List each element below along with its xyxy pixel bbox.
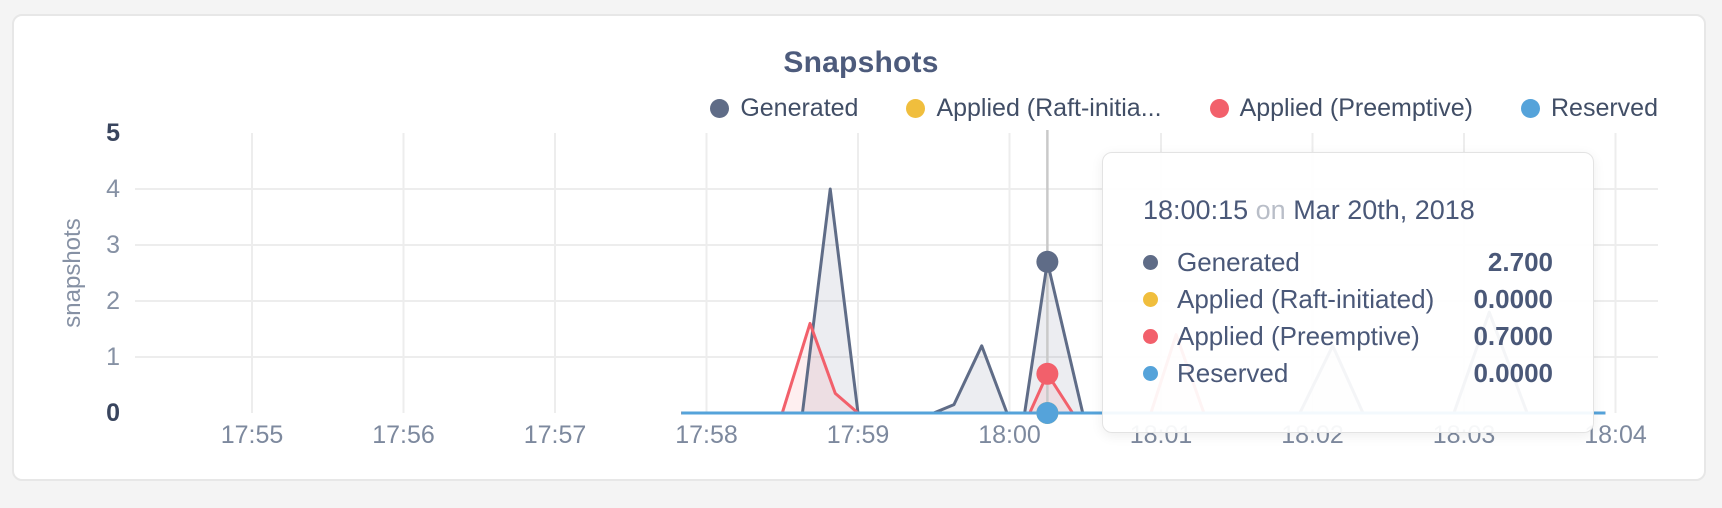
series-color-dot-icon — [1143, 292, 1158, 307]
series-color-dot-icon — [1143, 329, 1158, 344]
y-tick-label-3: 3 — [106, 231, 120, 259]
tooltip-series-label: Reserved — [1177, 358, 1289, 388]
tooltip-rows: Generated 2.700 Applied (Raft-initiated) 0.… — [1143, 244, 1553, 392]
x-tick-label-17-59: 17:59 — [826, 421, 890, 449]
x-tick-label-18-04: 18:04 — [1584, 421, 1647, 449]
series-color-dot-icon — [1209, 99, 1229, 118]
tooltip-row-applied-preemptive: Applied (Preemptive) 0.7000 — [1143, 318, 1553, 355]
legend-item-label: Reserved — [1551, 94, 1658, 122]
tooltip-time: 18:00:15 — [1143, 195, 1249, 225]
y-axis-label: snapshots — [59, 218, 86, 328]
series-color-dot-icon — [1521, 99, 1540, 118]
legend-item-generated[interactable]: Generated — [710, 94, 858, 123]
x-tick-label-17-56: 17:56 — [372, 421, 435, 449]
legend-item-label: Applied (Preemptive) — [1239, 94, 1473, 122]
chart-title: Snapshots — [783, 46, 939, 79]
series-color-dot-icon — [1143, 366, 1158, 381]
x-tick-label-17-55: 17:55 — [220, 421, 284, 449]
tooltip-series-value: 2.700 — [1487, 247, 1553, 277]
legend-item-reserved[interactable]: Reserved — [1521, 94, 1658, 123]
series-color-dot-icon — [1143, 255, 1158, 270]
tooltip-series-label: Applied (Raft-initiated) — [1177, 284, 1435, 314]
chart-legend: Generated Applied (Raft-initia... Applied … — [710, 94, 1658, 123]
x-tick-label-17-58: 17:58 — [675, 421, 738, 449]
legend-item-applied-raft-initia[interactable]: Applied (Raft-initia... — [906, 94, 1162, 123]
y-tick-label-0: 0 — [106, 399, 120, 427]
tooltip-on-word: on — [1255, 195, 1286, 225]
series-color-dot-icon — [906, 99, 926, 118]
tooltip-date: Mar 20th, 2018 — [1293, 195, 1475, 225]
y-tick-label-4: 4 — [106, 175, 120, 203]
chart-tooltip: 18:00:15 on Mar 20th, 2018 Generated 2.70… — [1102, 152, 1594, 433]
series-color-dot-icon — [710, 99, 730, 118]
tooltip-series-value: 0.0000 — [1473, 358, 1553, 388]
legend-item-label: Applied (Raft-initia... — [936, 94, 1162, 122]
y-tick-label-2: 2 — [106, 287, 120, 315]
tooltip-row-generated: Generated 2.700 — [1143, 244, 1553, 281]
tooltip-row-applied-raft-initiated: Applied (Raft-initiated) 0.0000 — [1143, 281, 1553, 318]
legend-item-label: Generated — [740, 94, 859, 122]
tooltip-row-reserved: Reserved 0.0000 — [1143, 355, 1553, 392]
tooltip-series-label: Generated — [1177, 247, 1300, 277]
tooltip-series-value: 0.0000 — [1473, 284, 1553, 314]
tooltip-series-label: Applied (Preemptive) — [1177, 321, 1420, 351]
tooltip-series-value: 0.7000 — [1473, 321, 1553, 351]
x-tick-label-17-57: 17:57 — [523, 421, 587, 449]
y-tick-label-5: 5 — [106, 119, 120, 147]
tooltip-header: 18:00:15 on Mar 20th, 2018 — [1143, 195, 1553, 226]
y-tick-label-1: 1 — [106, 343, 120, 371]
legend-item-applied-preemptive[interactable]: Applied (Preemptive) — [1209, 94, 1473, 123]
x-tick-label-18-00: 18:00 — [978, 421, 1041, 449]
